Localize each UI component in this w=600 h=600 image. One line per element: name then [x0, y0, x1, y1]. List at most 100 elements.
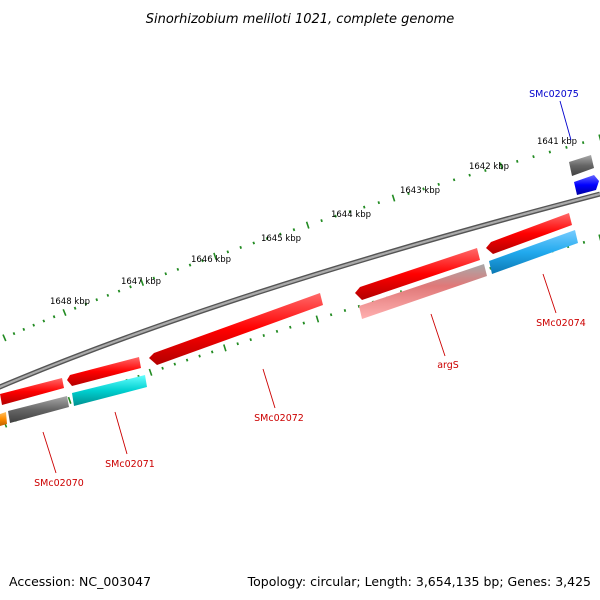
outer-tick [84, 302, 88, 306]
backbone [0, 192, 600, 389]
outer-tick [2, 334, 7, 342]
outer-tick [52, 315, 56, 319]
kbp-label-1646: 1646 kbp [191, 255, 231, 265]
gene-label-smc02072[interactable]: SMc02072 [254, 413, 304, 424]
outer-tick [334, 214, 337, 218]
gene-label-smc02074[interactable]: SMc02074 [536, 318, 586, 329]
outer-tick [12, 332, 16, 336]
inner-tick [329, 313, 333, 317]
inner-tick [489, 266, 492, 270]
gene-labels: SMc02075 SMc02074 argS SMc02072 SMc02071… [34, 89, 586, 489]
leader-smc02070 [42, 431, 57, 474]
outer-tick [391, 194, 396, 202]
inner-tick [210, 350, 214, 354]
feature-rev-args[interactable] [359, 264, 487, 319]
outer-tick [265, 237, 269, 241]
outer-tick [62, 308, 67, 317]
inner-tick [236, 342, 239, 346]
outer-tick [32, 323, 36, 327]
outer-tick [305, 221, 310, 229]
outer-tick [106, 293, 110, 297]
kbp-label-1648: 1648 kbp [50, 297, 90, 307]
leader-smc02074 [542, 273, 557, 314]
feature-rev-smc02071[interactable] [72, 375, 147, 406]
outer-tick [188, 263, 192, 267]
inner-tick [262, 334, 265, 337]
inner-tick [161, 366, 164, 370]
kbp-label-1647: 1647 kbp [121, 277, 161, 287]
outer-tick [152, 276, 156, 280]
feature-rev-smc02074[interactable] [489, 230, 578, 274]
outer-tick [565, 145, 568, 149]
outer-tick [407, 192, 410, 196]
feature-rev-smc02075[interactable] [574, 175, 599, 195]
feature-rev-smc02070[interactable] [8, 396, 69, 423]
inner-tick [173, 362, 177, 366]
backbone-outline [0, 191, 600, 390]
outer-tick [598, 134, 600, 142]
outer-tick [279, 232, 282, 236]
leader-args [430, 313, 446, 357]
feature-rev-gray-top[interactable] [569, 155, 594, 176]
kbp-label-1645: 1645 kbp [261, 234, 301, 244]
outer-tick [201, 259, 204, 263]
leader-smc02075 [559, 100, 572, 141]
outer-tick [363, 205, 366, 209]
summary-text: Topology: circular; Length: 3,654,135 bp… [247, 574, 591, 589]
outer-tick [348, 210, 352, 214]
kbp-label-1643: 1643 kbp [400, 186, 440, 196]
outer-tick [22, 327, 26, 331]
outer-tick [164, 272, 168, 276]
outer-tick [499, 162, 503, 170]
outer-tick [140, 278, 145, 286]
outer-tick [532, 155, 535, 159]
inner-tick [315, 315, 320, 323]
feature-rev-orange[interactable] [0, 412, 7, 426]
outer-tick [95, 298, 99, 302]
inner-tick [289, 325, 292, 329]
inner-tick [343, 309, 347, 313]
outer-tick [484, 169, 487, 173]
feature-fwd-smc02074[interactable] [486, 213, 572, 254]
outer-tick [252, 241, 256, 245]
map-title: Sinorhizobium meliloti 1021, complete ge… [146, 12, 455, 27]
outer-tick [226, 250, 230, 254]
forward-strand-features [0, 213, 572, 405]
inner-tick [249, 338, 252, 342]
gene-label-smc02075[interactable]: SMc02075 [529, 89, 579, 100]
inner-tick [275, 329, 279, 333]
feature-fwd-2[interactable] [67, 357, 141, 386]
inner-tick [302, 321, 306, 325]
inner-tick [198, 354, 201, 358]
outer-tick [581, 141, 585, 145]
outer-tick [176, 267, 180, 271]
kbp-labels: 1641 kbp 1642 kbp 1643 kbp 1644 kbp 1645… [50, 137, 577, 307]
inner-tick [223, 344, 227, 352]
inner-tick [582, 240, 586, 244]
kbp-label-1644: 1644 kbp [331, 210, 371, 220]
outer-tick [117, 289, 121, 293]
gene-label-smc02070[interactable]: SMc02070 [34, 478, 84, 489]
feature-fwd-args[interactable] [355, 248, 480, 300]
feature-fwd-1[interactable] [0, 378, 64, 405]
outer-tick [548, 150, 552, 154]
outer-tick [452, 178, 456, 182]
gene-label-args[interactable]: argS [437, 360, 459, 371]
reverse-strand-features [0, 155, 599, 426]
outer-tick [129, 285, 132, 289]
inner-tick [185, 358, 189, 362]
inner-tick [67, 396, 72, 404]
outer-tick [377, 201, 381, 205]
feature-fwd-smc02072[interactable] [149, 293, 323, 365]
outer-tick [516, 159, 519, 163]
inner-tick [148, 368, 153, 376]
inner-tick [598, 234, 600, 242]
outer-tick [320, 219, 323, 223]
kbp-label-1642: 1642 kbp [469, 162, 509, 172]
leader-smc02071 [114, 411, 128, 455]
outer-tick [468, 173, 471, 177]
gene-label-smc02071[interactable]: SMc02071 [105, 459, 155, 470]
outer-tick [73, 306, 77, 310]
